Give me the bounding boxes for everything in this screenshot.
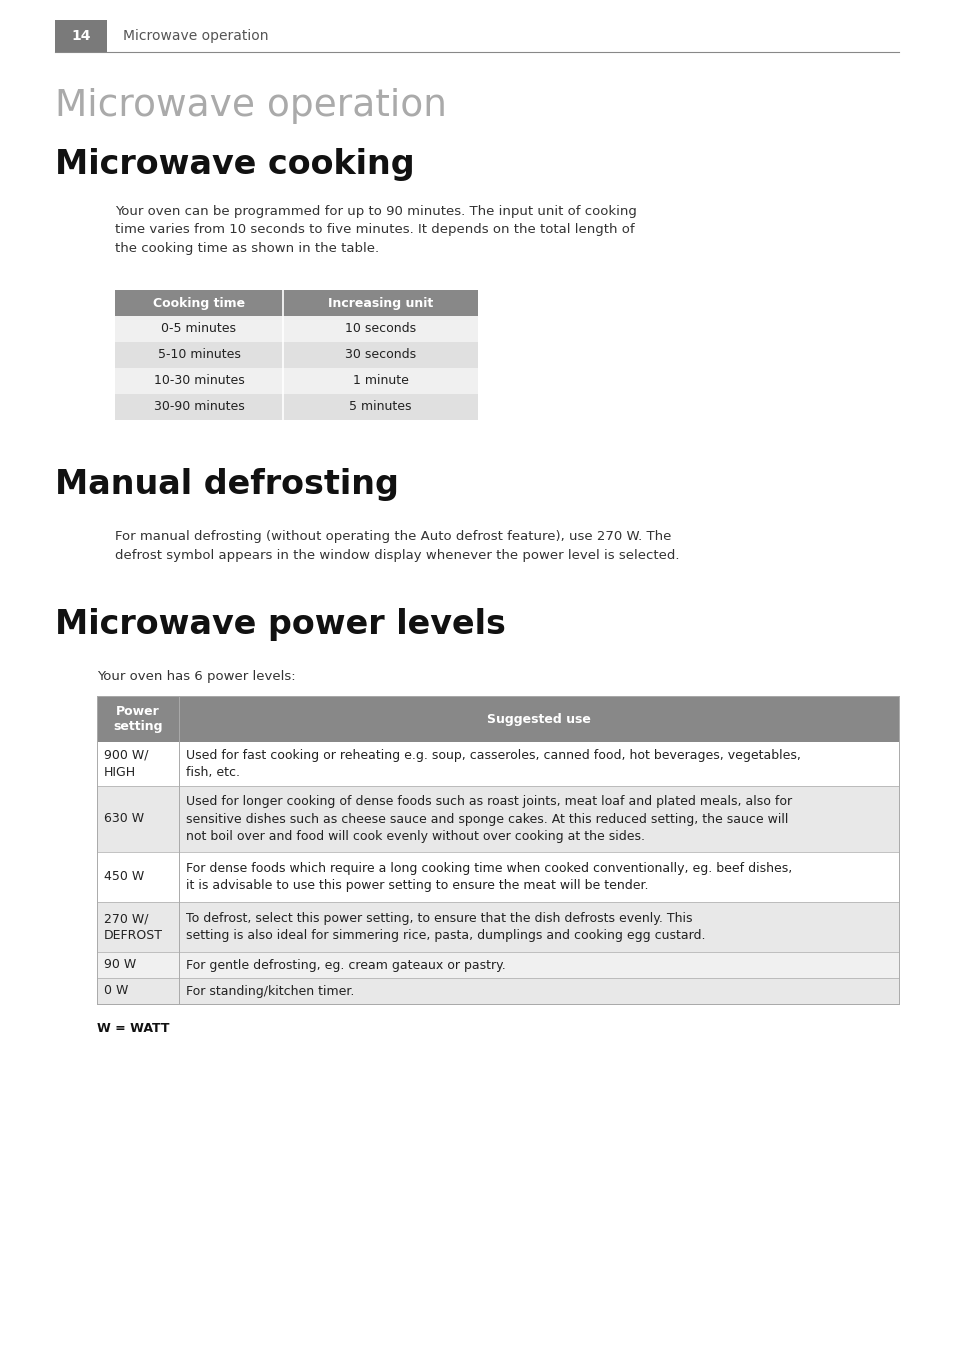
Text: For dense foods which require a long cooking time when cooked conventionally, eg: For dense foods which require a long coo… (186, 861, 791, 892)
Text: 630 W: 630 W (104, 812, 144, 826)
Bar (97, 978, 898, 1005)
Text: 270 W/
DEFROST: 270 W/ DEFROST (104, 913, 163, 942)
Bar (115, 394, 477, 420)
Text: 30 seconds: 30 seconds (345, 348, 416, 362)
Text: 900 W/
HIGH: 900 W/ HIGH (104, 749, 149, 779)
Text: W = WATT: W = WATT (97, 1022, 170, 1034)
Text: 10-30 minutes: 10-30 minutes (153, 375, 244, 387)
Text: For standing/kitchen timer.: For standing/kitchen timer. (186, 984, 354, 998)
Bar (97, 787, 898, 852)
Text: 14: 14 (71, 28, 91, 43)
Text: Cooking time: Cooking time (152, 297, 245, 310)
Text: Microwave power levels: Microwave power levels (55, 608, 505, 640)
Text: 10 seconds: 10 seconds (345, 322, 416, 336)
Text: Your oven can be programmed for up to 90 minutes. The input unit of cooking
time: Your oven can be programmed for up to 90… (115, 204, 637, 255)
Text: For manual defrosting (without operating the Auto defrost feature), use 270 W. T: For manual defrosting (without operating… (115, 529, 679, 562)
Text: Suggested use: Suggested use (487, 712, 590, 726)
Text: 1 minute: 1 minute (353, 375, 408, 387)
Text: 0-5 minutes: 0-5 minutes (161, 322, 236, 336)
Text: Increasing unit: Increasing unit (328, 297, 433, 310)
Bar (97, 902, 898, 952)
Text: Used for longer cooking of dense foods such as roast joints, meat loaf and plate: Used for longer cooking of dense foods s… (186, 795, 791, 844)
Bar (115, 343, 477, 368)
Text: For gentle defrosting, eg. cream gateaux or pastry.: For gentle defrosting, eg. cream gateaux… (186, 959, 505, 972)
Bar (55, 20, 107, 51)
Text: Power
setting: Power setting (113, 705, 163, 733)
Bar (97, 852, 898, 902)
Bar (97, 952, 898, 978)
Text: 5 minutes: 5 minutes (349, 401, 412, 413)
Text: Used for fast cooking or reheating e.g. soup, casseroles, canned food, hot bever: Used for fast cooking or reheating e.g. … (186, 749, 800, 780)
Bar (115, 290, 477, 315)
Text: To defrost, select this power setting, to ensure that the dish defrosts evenly. : To defrost, select this power setting, t… (186, 911, 705, 942)
Text: 0 W: 0 W (104, 984, 129, 998)
Text: Manual defrosting: Manual defrosting (55, 468, 398, 501)
Bar (115, 368, 477, 394)
Text: 450 W: 450 W (104, 871, 144, 884)
Text: 90 W: 90 W (104, 959, 136, 972)
Bar (97, 696, 898, 742)
Text: Microwave operation: Microwave operation (123, 28, 268, 43)
Text: Microwave operation: Microwave operation (55, 88, 446, 125)
Bar (115, 315, 477, 343)
Text: Microwave cooking: Microwave cooking (55, 148, 415, 181)
Bar (97, 742, 898, 787)
Text: 5-10 minutes: 5-10 minutes (157, 348, 240, 362)
Text: 30-90 minutes: 30-90 minutes (153, 401, 244, 413)
Text: Your oven has 6 power levels:: Your oven has 6 power levels: (97, 670, 295, 682)
